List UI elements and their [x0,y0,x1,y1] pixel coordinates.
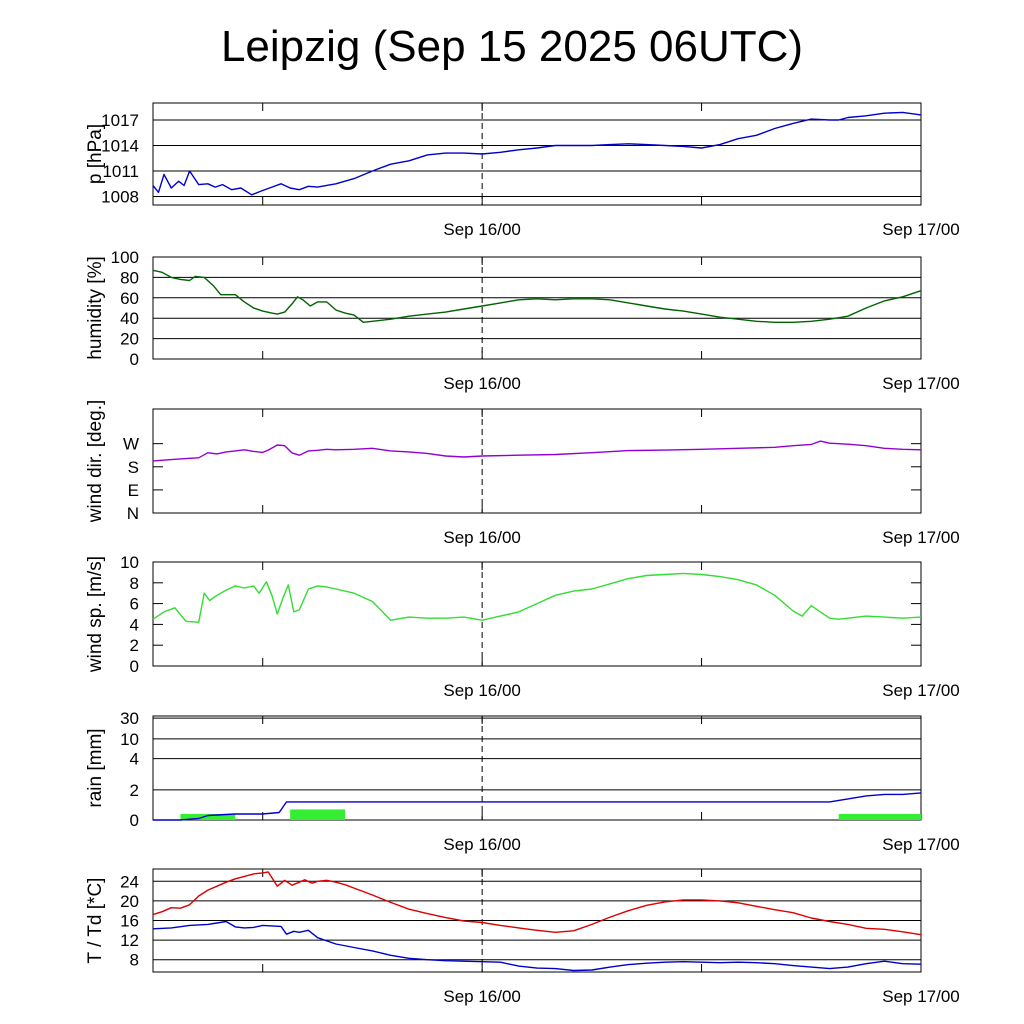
rain-bar [838,813,921,820]
y-tick-label: 2 [130,636,139,655]
y-tick-label: 24 [120,872,139,891]
series-line [152,269,922,323]
series-line [152,572,922,623]
y-axis-label: p [hPa] [85,124,106,184]
y-axis-label: T / Td [*C] [85,878,106,964]
y-tick-label: 30 [120,709,139,728]
plot-frame [152,561,922,667]
y-tick-label: 10 [120,730,139,749]
y-tick-label: 40 [120,309,139,328]
y-tick-label: 16 [120,912,139,931]
y-tick-label: 6 [130,595,139,614]
x-tick-label: Sep 17/00 [882,835,960,854]
y-axis-label: humidity [%] [85,256,106,359]
x-tick-label: Sep 17/00 [882,374,960,393]
y-tick-label: 8 [130,951,139,970]
y-tick-label: 4 [130,615,139,634]
series-line [152,920,922,972]
y-tick-label: N [127,504,139,523]
rain-bar [180,813,236,820]
y-tick-label: 100 [111,248,139,267]
page-title: Leipzig (Sep 15 2025 06UTC) [220,22,804,71]
y-tick-label: 10 [120,553,139,572]
plot-frame [152,408,922,514]
x-tick-label: Sep 16/00 [443,681,521,700]
series-line [152,440,922,462]
y-tick-label: S [128,458,139,477]
y-axis-label: wind dir. [deg.] [85,400,106,524]
plot-frame [152,102,922,206]
y-tick-label: 1008 [101,188,139,207]
x-tick-label: Sep 17/00 [882,528,960,547]
y-tick-label: 1014 [101,137,139,156]
x-tick-label: Sep 16/00 [443,528,521,547]
y-tick-label: 20 [120,892,139,911]
y-tick-label: 1017 [101,111,139,130]
y-tick-label: 1011 [102,162,139,181]
y-tick-label: 80 [120,268,139,287]
y-axis-label: rain [mm] [85,728,106,807]
y-tick-label: 4 [130,750,139,769]
y-tick-label: E [128,481,139,500]
y-axis-label: wind sp. [m/s] [85,556,106,673]
series-line [152,871,922,936]
y-tick-label: 0 [130,811,139,830]
y-tick-label: 12 [120,931,139,950]
y-tick-label: 20 [120,330,139,349]
series-line [152,111,922,196]
x-tick-label: Sep 17/00 [882,987,960,1006]
plot-frame [152,715,922,821]
y-tick-label: W [123,435,139,454]
x-tick-label: Sep 16/00 [443,220,521,239]
rain-bar [290,809,345,820]
x-tick-label: Sep 16/00 [443,374,521,393]
y-tick-label: 0 [130,350,139,369]
y-tick-label: 60 [120,289,139,308]
series-line [153,792,922,821]
x-tick-label: Sep 17/00 [882,220,960,239]
y-tick-label: 2 [130,781,139,800]
y-tick-label: 8 [130,574,139,593]
x-tick-label: Sep 16/00 [443,987,521,1006]
y-tick-label: 0 [130,657,139,676]
x-tick-label: Sep 16/00 [443,835,521,854]
x-tick-label: Sep 17/00 [882,681,960,700]
plot-frame [152,256,922,360]
